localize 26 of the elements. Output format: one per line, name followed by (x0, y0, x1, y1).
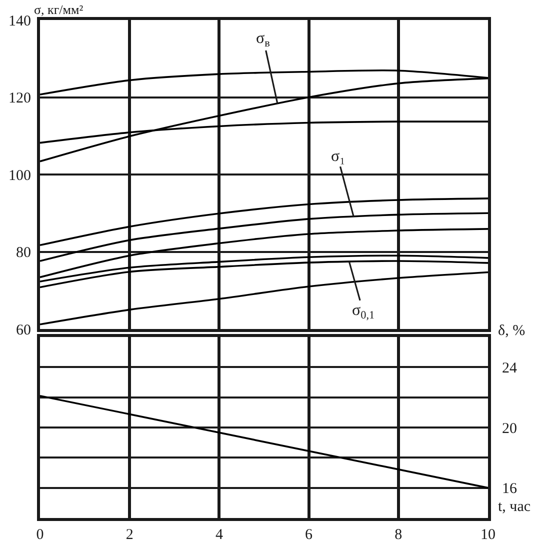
line-series (40, 260, 488, 288)
line-series (40, 228, 488, 278)
x-tick-label: 0 (36, 527, 44, 540)
annotation: σ$_{0,1}$ (352, 302, 375, 322)
line-series (40, 198, 488, 246)
y2-axis-title: δ, % (498, 323, 526, 339)
y-tick-label: 60 (16, 322, 31, 338)
annotation: σ$_{в}$ (256, 30, 270, 50)
line-series (40, 271, 488, 326)
y-tick-label: 80 (16, 245, 31, 261)
y2-tick-label: 20 (502, 420, 517, 437)
y2-tick-label: 16 (502, 481, 518, 498)
y-tick-label: 140 (8, 13, 31, 30)
x-tick-label: 6 (305, 527, 314, 540)
line-series (40, 254, 488, 282)
x-tick-label: 10 (480, 527, 496, 540)
x-axis-title: t, час (498, 499, 531, 515)
line-series (40, 212, 488, 262)
y-axis-title: σ, кг/мм² (34, 2, 84, 17)
annotation: σ₁ (331, 148, 346, 165)
x-tick-label: 2 (126, 527, 134, 540)
x-tick-label: 4 (215, 527, 224, 540)
y-tick-label: 100 (8, 168, 31, 184)
y-tick-label: 120 (8, 90, 31, 106)
y2-tick-label: 24 (502, 360, 518, 376)
x-tick-label: 8 (394, 527, 402, 540)
